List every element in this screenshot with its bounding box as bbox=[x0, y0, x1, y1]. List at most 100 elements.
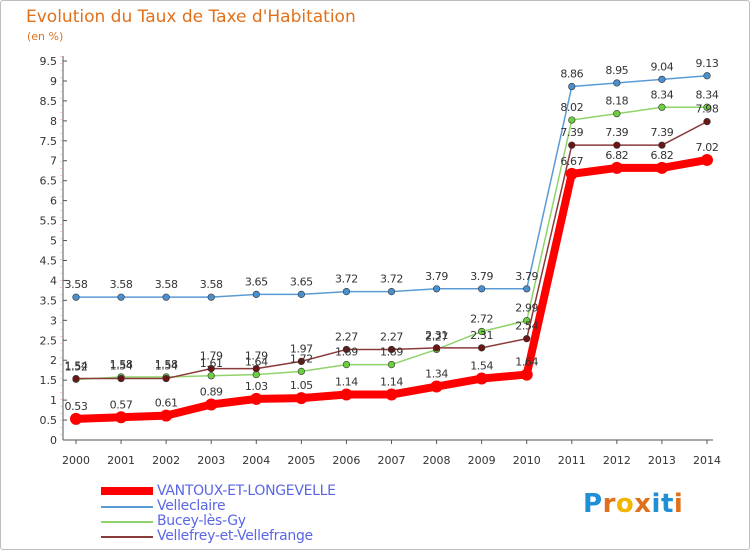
data-label: 9.04 bbox=[650, 60, 673, 73]
series-point-3 bbox=[117, 374, 125, 383]
series-point-0 bbox=[205, 398, 218, 411]
series-point-3 bbox=[252, 364, 260, 373]
legend-label-velleclaire: Velleclaire bbox=[157, 498, 226, 514]
series-point-2 bbox=[342, 360, 351, 369]
legend-swatch-vantoux bbox=[101, 487, 153, 495]
series-point-0 bbox=[385, 388, 398, 401]
y-tick-label: 2 bbox=[50, 354, 57, 367]
series-point-2 bbox=[613, 110, 621, 118]
x-tick-label: 2006 bbox=[332, 454, 360, 467]
series-point-0 bbox=[70, 412, 82, 425]
series-point-1 bbox=[207, 293, 215, 301]
x-tick-label: 2001 bbox=[107, 454, 135, 467]
data-label: 0.53 bbox=[65, 400, 88, 413]
series-point-0 bbox=[160, 409, 173, 422]
x-tick-label: 2000 bbox=[62, 454, 90, 467]
series-point-3 bbox=[613, 141, 621, 149]
x-tick-label: 2008 bbox=[423, 454, 451, 467]
data-label: 9.13 bbox=[696, 57, 719, 70]
series-point-1 bbox=[568, 82, 576, 91]
series-point-0 bbox=[520, 368, 533, 381]
logo-letter: t bbox=[660, 489, 674, 519]
logo-letter: o bbox=[615, 489, 635, 519]
legend-label-vellefrey: Vellefrey-et-Vellefrange bbox=[157, 528, 313, 544]
series-point-3 bbox=[478, 344, 486, 352]
series-point-2 bbox=[703, 103, 711, 111]
data-label: 1.54 bbox=[65, 360, 88, 373]
data-label: 7.02 bbox=[696, 141, 719, 154]
series-point-0 bbox=[610, 161, 623, 174]
series-point-3 bbox=[432, 344, 441, 352]
data-label: 3.58 bbox=[200, 278, 223, 291]
series-point-1 bbox=[252, 290, 260, 298]
logo-letter: i bbox=[651, 489, 661, 519]
series-point-3 bbox=[72, 374, 80, 383]
data-label: 1.58 bbox=[110, 358, 133, 371]
data-label: 8.86 bbox=[560, 68, 583, 81]
data-label: 3.72 bbox=[380, 273, 403, 286]
y-tick-label: 7.5 bbox=[40, 135, 58, 148]
data-label: 2.31 bbox=[470, 329, 493, 342]
y-tick-label: 0.5 bbox=[40, 414, 58, 427]
data-label: 1.89 bbox=[335, 346, 358, 359]
series-point-2 bbox=[207, 372, 215, 380]
logo-letter: x bbox=[634, 489, 652, 519]
y-tick-label: 5.5 bbox=[40, 215, 58, 228]
data-label: 1.97 bbox=[290, 342, 313, 355]
data-label: 3.58 bbox=[65, 278, 88, 291]
data-label: 1.79 bbox=[245, 350, 268, 363]
data-label: 1.34 bbox=[425, 368, 448, 381]
x-tick-label: 2003 bbox=[197, 454, 225, 467]
series-point-2 bbox=[297, 367, 305, 375]
data-label: 1.14 bbox=[335, 376, 358, 389]
series-point-1 bbox=[703, 72, 711, 80]
y-tick-label: 6 bbox=[50, 195, 57, 208]
data-label: 8.95 bbox=[605, 64, 628, 77]
x-tick-label: 2009 bbox=[468, 454, 496, 467]
series-point-1 bbox=[72, 293, 80, 301]
series-point-1 bbox=[297, 290, 305, 298]
data-label: 1.72 bbox=[290, 352, 313, 365]
series-point-0 bbox=[430, 380, 443, 393]
data-label: 3.79 bbox=[515, 270, 538, 283]
series-point-1 bbox=[613, 79, 621, 87]
x-tick-label: 2012 bbox=[603, 454, 631, 467]
data-label: 8.02 bbox=[560, 101, 583, 114]
data-label: 2.27 bbox=[425, 330, 448, 343]
series-point-0 bbox=[250, 392, 263, 405]
x-tick-label: 2011 bbox=[558, 454, 586, 467]
data-label: 3.65 bbox=[290, 275, 313, 288]
y-tick-label: 4 bbox=[50, 274, 57, 287]
series-point-0 bbox=[475, 372, 488, 385]
series-point-1 bbox=[658, 75, 666, 83]
legend-swatch-velleclaire bbox=[101, 506, 153, 508]
series-point-3 bbox=[207, 364, 215, 373]
series-point-3 bbox=[342, 345, 351, 354]
data-label: 3.79 bbox=[425, 270, 448, 283]
x-tick-label: 2010 bbox=[513, 454, 541, 467]
data-label: 7.39 bbox=[605, 126, 628, 139]
chart-title: Evolution du Taux de Taxe d'Habitation bbox=[26, 7, 356, 27]
logo-letter: i bbox=[673, 489, 684, 519]
series-point-1 bbox=[387, 287, 396, 296]
series-point-1 bbox=[432, 285, 441, 293]
y-tick-label: 9 bbox=[50, 75, 57, 88]
data-label: 3.58 bbox=[110, 278, 133, 291]
series-point-2 bbox=[568, 116, 576, 124]
series-point-0 bbox=[655, 161, 668, 174]
data-label: 6.67 bbox=[560, 155, 583, 168]
data-label: 3.58 bbox=[155, 278, 178, 291]
y-tick-label: 8.5 bbox=[40, 95, 58, 108]
data-label: 3.65 bbox=[245, 275, 268, 288]
data-label: 1.89 bbox=[380, 346, 403, 359]
series-point-3 bbox=[297, 357, 305, 366]
data-label: 2.31 bbox=[425, 329, 448, 342]
series-point-0 bbox=[295, 392, 308, 405]
series-point-2 bbox=[658, 103, 666, 111]
x-tick-label: 2013 bbox=[648, 454, 676, 467]
y-tick-label: 7 bbox=[50, 155, 57, 168]
data-label: 1.03 bbox=[245, 380, 268, 393]
y-tick-label: 3.5 bbox=[40, 294, 58, 307]
y-tick-label: 5 bbox=[50, 235, 57, 248]
series-point-3 bbox=[658, 141, 666, 149]
